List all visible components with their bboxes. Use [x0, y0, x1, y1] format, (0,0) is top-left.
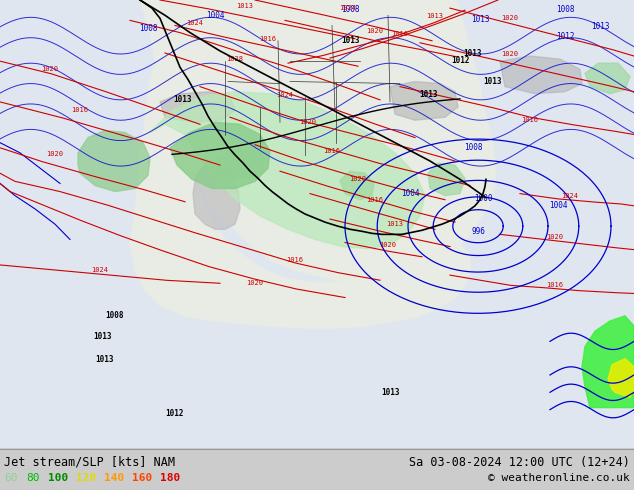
Polygon shape [390, 81, 458, 120]
Text: 140: 140 [104, 473, 124, 483]
Text: © weatheronline.co.uk: © weatheronline.co.uk [488, 473, 630, 483]
Text: 1020: 1020 [349, 176, 366, 182]
Text: 1013: 1013 [591, 22, 609, 30]
Text: 1016: 1016 [392, 31, 408, 37]
Polygon shape [193, 165, 240, 229]
Text: 1020: 1020 [41, 66, 58, 73]
Text: 1024: 1024 [339, 5, 356, 11]
Polygon shape [585, 63, 630, 94]
Text: 1016: 1016 [366, 197, 384, 203]
Text: 1013: 1013 [418, 90, 437, 99]
Text: 1013: 1013 [236, 3, 254, 9]
Polygon shape [340, 171, 374, 200]
Text: 100: 100 [48, 473, 68, 483]
Polygon shape [500, 56, 582, 94]
Text: 1024: 1024 [276, 92, 294, 98]
Text: 120: 120 [76, 473, 96, 483]
Text: 1000: 1000 [474, 194, 492, 203]
Text: 80: 80 [26, 473, 39, 483]
Text: 1020: 1020 [547, 234, 564, 241]
Text: 1020: 1020 [366, 27, 384, 34]
Text: 1024: 1024 [562, 193, 578, 198]
Text: 1016: 1016 [323, 148, 340, 154]
Text: 1016: 1016 [259, 36, 276, 42]
Text: 1012: 1012 [451, 56, 469, 65]
Text: 1020: 1020 [299, 120, 316, 125]
Text: 1020: 1020 [46, 151, 63, 157]
Text: 1016: 1016 [72, 107, 89, 113]
Text: 180: 180 [160, 473, 180, 483]
Text: 1013: 1013 [340, 36, 359, 45]
Text: 1016: 1016 [547, 282, 564, 288]
Text: Jet stream/SLP [kts] NAM: Jet stream/SLP [kts] NAM [4, 456, 175, 469]
Polygon shape [428, 163, 465, 196]
Text: 1008: 1008 [139, 24, 157, 32]
Text: 1020: 1020 [247, 280, 264, 286]
Text: 1020: 1020 [501, 15, 519, 22]
Text: 1013: 1013 [482, 76, 501, 86]
Polygon shape [608, 359, 634, 397]
Polygon shape [170, 122, 270, 189]
Text: 1028: 1028 [226, 56, 243, 62]
Text: 1013: 1013 [93, 332, 111, 342]
Text: 1004: 1004 [549, 201, 567, 210]
Polygon shape [130, 0, 470, 328]
Text: 1016: 1016 [522, 117, 538, 123]
Text: 1024: 1024 [186, 21, 204, 26]
Polygon shape [150, 92, 425, 248]
Text: 1013: 1013 [471, 15, 489, 24]
Polygon shape [78, 130, 150, 192]
Text: 1008: 1008 [340, 5, 359, 14]
Polygon shape [140, 0, 495, 280]
Text: 1016: 1016 [287, 257, 304, 263]
Text: 1013: 1013 [172, 95, 191, 104]
Polygon shape [160, 92, 235, 122]
Text: 1004: 1004 [206, 11, 224, 21]
Text: 1020: 1020 [380, 242, 396, 247]
Text: 1012: 1012 [165, 409, 184, 418]
Text: 1020: 1020 [501, 51, 519, 57]
Polygon shape [215, 151, 265, 178]
Text: 1004: 1004 [401, 189, 419, 197]
Text: 1013: 1013 [381, 389, 399, 397]
Text: Sa 03-08-2024 12:00 UTC (12+24): Sa 03-08-2024 12:00 UTC (12+24) [409, 456, 630, 469]
Text: 996: 996 [471, 227, 485, 236]
Text: 160: 160 [132, 473, 152, 483]
Text: 1012: 1012 [556, 32, 574, 41]
Text: 1013: 1013 [427, 13, 444, 19]
Polygon shape [582, 316, 634, 408]
Text: 1013: 1013 [463, 49, 481, 58]
Text: 1008: 1008 [556, 5, 574, 14]
Text: 1024: 1024 [91, 267, 108, 273]
Text: 1013: 1013 [387, 221, 403, 227]
Text: 60: 60 [4, 473, 18, 483]
Text: 1008: 1008 [463, 143, 482, 152]
Text: 1013: 1013 [96, 355, 114, 364]
Text: 1008: 1008 [106, 311, 124, 320]
